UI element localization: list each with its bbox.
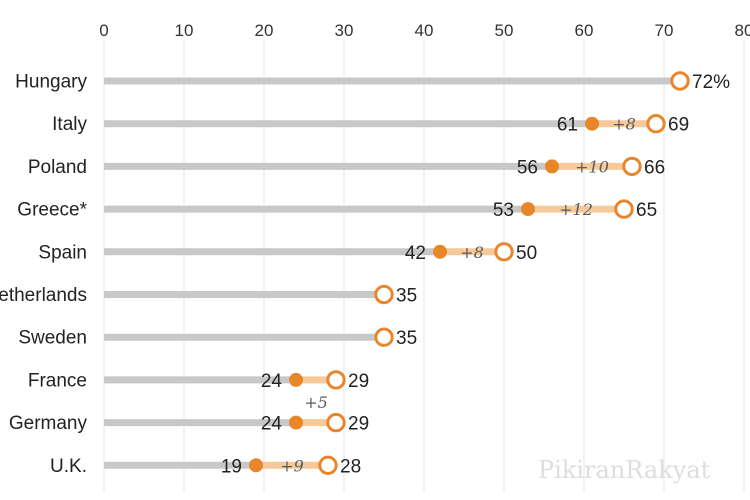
category-label: France bbox=[28, 370, 87, 391]
earlier-point bbox=[289, 415, 303, 430]
x-tick-label: 0 bbox=[99, 21, 108, 40]
latest-value-label: 69 bbox=[668, 115, 689, 136]
earlier-point bbox=[433, 244, 447, 259]
latest-value-label: 72% bbox=[692, 72, 730, 93]
chart-row: Greece* 53 65 +12 bbox=[17, 199, 657, 221]
latest-point bbox=[646, 114, 666, 134]
chart-row: Poland 56 66 +10 bbox=[28, 156, 665, 178]
earlier-value-label: 61 bbox=[557, 115, 578, 136]
x-tick-label: 70 bbox=[655, 21, 674, 40]
chart-row: Italy 61 69 +8 bbox=[52, 114, 689, 136]
latest-point bbox=[614, 199, 634, 219]
chart-row: Spain 42 50 +8 bbox=[38, 242, 537, 264]
x-tick-label: 10 bbox=[175, 21, 194, 40]
latest-value-label: 35 bbox=[396, 286, 417, 307]
category-label: Hungary bbox=[15, 72, 87, 93]
category-label: Spain bbox=[38, 242, 87, 263]
x-tick-label: 30 bbox=[335, 21, 354, 40]
earlier-point bbox=[249, 458, 263, 473]
x-axis-ticks: 0 10 20 30 40 50 60 70 80 bbox=[99, 21, 750, 40]
chart-row: Sweden 35 bbox=[18, 327, 417, 349]
latest-value-label: 29 bbox=[348, 371, 369, 392]
change-label: +8 bbox=[460, 243, 484, 262]
latest-point bbox=[374, 327, 394, 347]
chart-row: Hungary 72% bbox=[15, 71, 730, 93]
latest-point bbox=[622, 156, 642, 177]
chart-row: France 24 29 +5 bbox=[28, 370, 369, 412]
earlier-point bbox=[545, 159, 559, 174]
change-label: +9 bbox=[280, 456, 304, 475]
earlier-value-label: 19 bbox=[221, 456, 242, 477]
latest-value-label: 29 bbox=[348, 414, 369, 435]
x-tick-label: 20 bbox=[255, 21, 274, 40]
chart-row: Netherlands 35 bbox=[0, 284, 417, 307]
latest-value-label: 66 bbox=[644, 157, 665, 178]
latest-point bbox=[326, 412, 346, 433]
category-label: Greece* bbox=[17, 200, 87, 221]
latest-point bbox=[318, 455, 338, 475]
category-label: Poland bbox=[28, 157, 87, 178]
latest-point bbox=[326, 370, 346, 390]
earlier-point bbox=[585, 116, 599, 131]
latest-point bbox=[670, 71, 690, 91]
change-label: +5 bbox=[304, 393, 328, 412]
earlier-value-label: 56 bbox=[517, 157, 538, 178]
x-tick-label: 60 bbox=[575, 21, 594, 40]
latest-point bbox=[494, 242, 514, 262]
earlier-value-label: 42 bbox=[405, 243, 426, 264]
category-label: U.K. bbox=[50, 456, 87, 477]
x-tick-label: 40 bbox=[415, 21, 434, 40]
x-tick-label: 80 bbox=[735, 21, 750, 40]
latest-point bbox=[374, 284, 394, 305]
category-label: Netherlands bbox=[0, 285, 87, 306]
earlier-point bbox=[289, 372, 303, 387]
chart-row: Germany 24 29 bbox=[9, 412, 369, 435]
latest-value-label: 28 bbox=[340, 456, 361, 477]
watermark: PikiranRakyat bbox=[538, 456, 711, 484]
category-label: Italy bbox=[52, 114, 87, 135]
gridlines bbox=[103, 40, 745, 492]
change-label: +12 bbox=[559, 200, 593, 219]
x-tick-label: 50 bbox=[495, 21, 514, 40]
chart-row: U.K. 19 28 +9 bbox=[50, 455, 361, 477]
latest-value-label: 35 bbox=[396, 328, 417, 349]
category-label: Germany bbox=[9, 413, 88, 434]
chart-rows: Hungary 72% Italy 61 69 +8 Poland 56 66 +10 Greece… bbox=[0, 71, 730, 477]
change-label: +10 bbox=[575, 157, 609, 176]
latest-value-label: 50 bbox=[516, 243, 537, 264]
category-label: Sweden bbox=[18, 328, 87, 349]
earlier-point bbox=[521, 202, 535, 217]
earlier-value-label: 24 bbox=[261, 371, 283, 392]
latest-value-label: 65 bbox=[636, 200, 657, 221]
earlier-value-label: 24 bbox=[261, 414, 283, 435]
change-label: +8 bbox=[612, 115, 636, 134]
earlier-value-label: 53 bbox=[493, 200, 514, 221]
